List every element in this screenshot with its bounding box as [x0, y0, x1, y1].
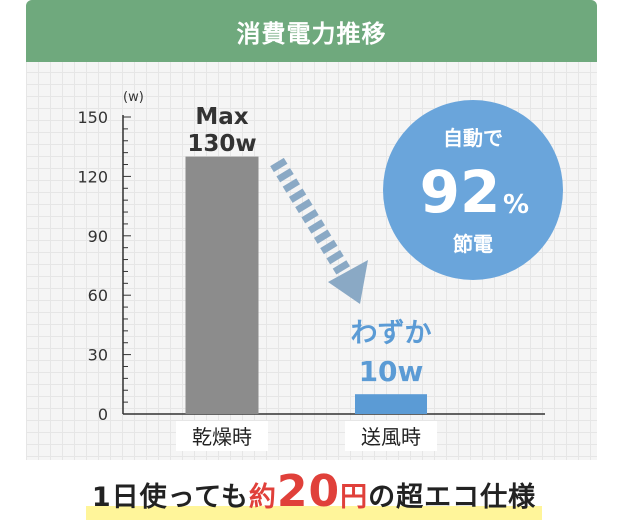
y-tick-label: 60 — [88, 286, 108, 305]
badge-line1: 自動で — [443, 126, 503, 150]
footer-text: 1日使っても約20円の超エコ仕様 — [85, 460, 543, 520]
y-tick-label: 120 — [77, 167, 108, 186]
y-tick-label: 90 — [88, 227, 108, 246]
y-tick-label: 150 — [77, 108, 108, 127]
data-label-fan-line2: 10w — [359, 355, 424, 388]
badge-percent: % — [503, 190, 529, 220]
data-label-dry-line2: 130w — [187, 131, 256, 157]
footer-prefix: 1日使っても — [91, 482, 249, 513]
data-label-fan-line1: わずか — [351, 318, 432, 349]
trend-arrow-shaft — [270, 157, 353, 280]
category-label: 乾燥時 — [192, 425, 252, 449]
footer-banner: 1日使っても約20円の超エコ仕様 — [0, 460, 628, 520]
chart-title: 消費電力推移 — [236, 19, 387, 48]
footer-yen: 円 — [340, 482, 369, 513]
savings-badge — [383, 100, 563, 280]
y-axis-unit: (w) — [123, 90, 144, 105]
footer-suffix: の超エコ仕様 — [368, 482, 537, 513]
data-label-dry-line1: Max — [195, 104, 248, 130]
category-label-bg — [345, 421, 437, 451]
category-label-bg — [176, 421, 268, 451]
badge-number: 92 — [420, 158, 501, 226]
trend-arrow-head — [328, 260, 368, 304]
y-tick-label: 0 — [98, 405, 108, 424]
chart-header: 消費電力推移 — [26, 0, 597, 62]
y-tick-label: 30 — [88, 346, 108, 365]
bar-fan — [355, 394, 427, 414]
category-label: 送風時 — [361, 425, 421, 449]
footer-yaku: 約 — [248, 482, 277, 513]
footer-amount: 20 — [276, 466, 341, 517]
bar-dry — [185, 156, 259, 414]
badge-line2: 節電 — [453, 232, 493, 256]
